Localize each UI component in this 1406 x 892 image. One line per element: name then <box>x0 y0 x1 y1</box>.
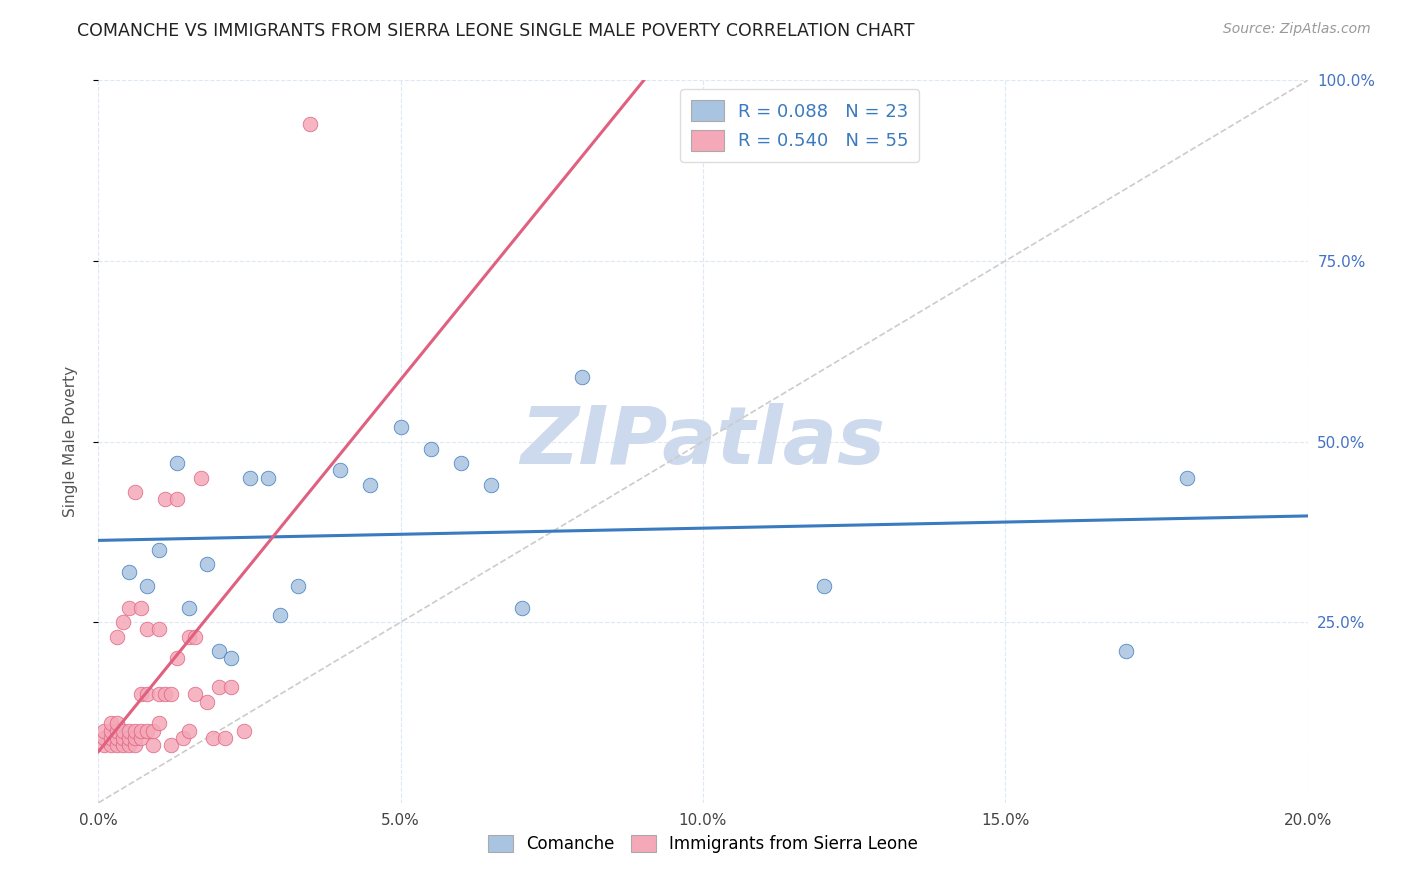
Point <box>166 492 188 507</box>
Point <box>129 687 152 701</box>
Point <box>481 478 503 492</box>
Point <box>299 117 322 131</box>
Point <box>118 565 141 579</box>
Point <box>221 680 243 694</box>
Point <box>256 470 278 484</box>
Point <box>124 723 146 738</box>
Y-axis label: Single Male Poverty: Single Male Poverty <box>63 366 77 517</box>
Point <box>172 731 194 745</box>
Point <box>195 558 218 572</box>
Point <box>202 731 225 745</box>
Point <box>135 623 157 637</box>
Point <box>179 600 201 615</box>
Point <box>124 731 146 745</box>
Point <box>105 630 128 644</box>
Point <box>221 651 243 665</box>
Point <box>118 738 141 752</box>
Point <box>179 630 201 644</box>
Point <box>1115 644 1137 658</box>
Point <box>179 723 201 738</box>
Point <box>118 731 141 745</box>
Text: COMANCHE VS IMMIGRANTS FROM SIERRA LEONE SINGLE MALE POVERTY CORRELATION CHART: COMANCHE VS IMMIGRANTS FROM SIERRA LEONE… <box>77 22 915 40</box>
Point <box>360 478 382 492</box>
Point <box>190 470 212 484</box>
Point <box>135 579 157 593</box>
Point <box>269 607 291 622</box>
Point <box>142 723 165 738</box>
Point <box>129 731 152 745</box>
Point <box>287 579 309 593</box>
Point <box>510 600 533 615</box>
Point <box>129 723 152 738</box>
Point <box>105 731 128 745</box>
Point <box>571 369 593 384</box>
Point <box>111 723 134 738</box>
Point <box>111 738 134 752</box>
Point <box>214 731 236 745</box>
Point <box>148 623 170 637</box>
Point <box>105 716 128 731</box>
Text: Source: ZipAtlas.com: Source: ZipAtlas.com <box>1223 22 1371 37</box>
Point <box>100 731 122 745</box>
Point <box>153 687 176 701</box>
Point <box>118 723 141 738</box>
Point <box>135 687 157 701</box>
Point <box>160 687 183 701</box>
Point <box>195 695 218 709</box>
Point <box>239 470 262 484</box>
Legend: Comanche, Immigrants from Sierra Leone: Comanche, Immigrants from Sierra Leone <box>481 828 925 860</box>
Point <box>160 738 183 752</box>
Point <box>208 680 231 694</box>
Point <box>111 731 134 745</box>
Point <box>93 723 115 738</box>
Point <box>100 723 122 738</box>
Point <box>142 738 165 752</box>
Point <box>813 579 835 593</box>
Point <box>100 738 122 752</box>
Point <box>166 651 188 665</box>
Point <box>124 738 146 752</box>
Point <box>153 492 176 507</box>
Point <box>184 687 207 701</box>
Point <box>93 738 115 752</box>
Point <box>148 716 170 731</box>
Point <box>93 731 115 745</box>
Point <box>124 485 146 500</box>
Text: ZIPatlas: ZIPatlas <box>520 402 886 481</box>
Point <box>135 723 157 738</box>
Point <box>184 630 207 644</box>
Point <box>148 687 170 701</box>
Point <box>208 644 231 658</box>
Point <box>329 463 352 477</box>
Point <box>148 542 170 557</box>
Point <box>1175 470 1198 484</box>
Point <box>105 738 128 752</box>
Point <box>420 442 443 456</box>
Point <box>389 420 412 434</box>
Point <box>118 600 141 615</box>
Point <box>166 456 188 470</box>
Point <box>129 600 152 615</box>
Point <box>100 716 122 731</box>
Point <box>105 723 128 738</box>
Point <box>232 723 254 738</box>
Point <box>450 456 472 470</box>
Point <box>111 615 134 630</box>
